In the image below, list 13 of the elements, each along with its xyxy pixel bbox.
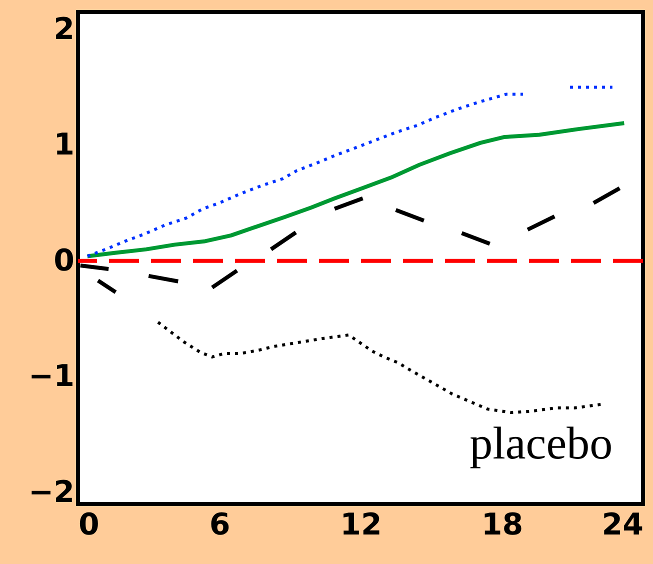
y-tick-label: −2 (28, 474, 74, 510)
x-tick-label: 6 (209, 508, 230, 542)
line-series (85, 121, 626, 258)
x-tick-label: 0 (78, 508, 100, 542)
y-tick-label: −1 (28, 359, 74, 394)
line-series (156, 320, 602, 414)
x-tick-label: 24 (602, 508, 644, 542)
y-tick-label: 0 (54, 243, 74, 278)
y-tick-label: 1 (54, 128, 74, 163)
x-tick-label: 18 (481, 508, 524, 542)
x-tick-label: 12 (340, 508, 382, 542)
y-tick-label: 2 (54, 12, 74, 47)
series-label: placebo (470, 417, 613, 468)
